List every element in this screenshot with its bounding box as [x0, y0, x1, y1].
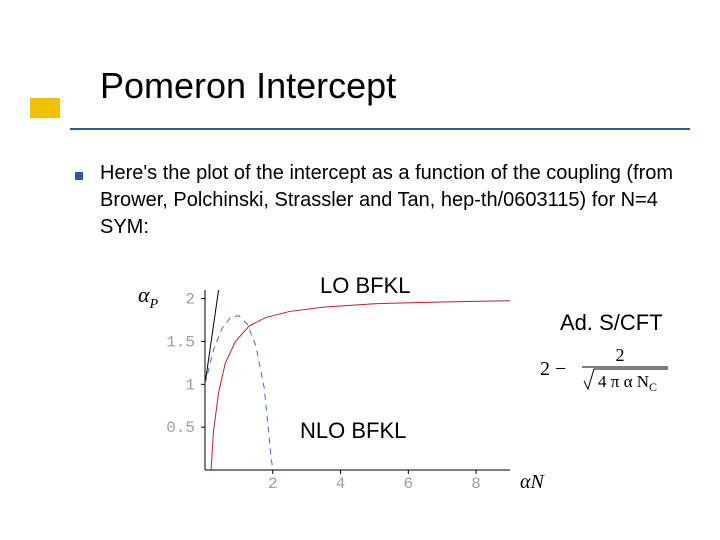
series-ads_cft: [211, 301, 510, 470]
svg-text:8: 8: [471, 475, 481, 493]
body-paragraph: Here's the plot of the intercept as a fu…: [100, 160, 690, 241]
svg-text:0.5: 0.5: [166, 419, 195, 437]
y-axis-symbol: αP: [138, 282, 159, 312]
svg-text:1.5: 1.5: [166, 333, 195, 351]
svg-text:1: 1: [185, 376, 195, 394]
svg-text:2: 2: [185, 291, 195, 309]
slide-title: Pomeron Intercept: [100, 65, 396, 107]
svg-text:6: 6: [404, 475, 414, 493]
label-ads-cft: Ad. S/CFT: [560, 310, 663, 336]
series-lo_bfkl: [205, 290, 219, 384]
bullet-icon: [75, 172, 83, 180]
svg-text:4: 4: [336, 475, 346, 493]
svg-text:2: 2: [268, 475, 278, 493]
header-accent: [30, 98, 60, 128]
header-underline: [70, 128, 690, 130]
pomeron-chart: αP αN 2 4 6 8 0.5 1 1.5 2: [130, 280, 550, 505]
x-axis-symbol: αN: [520, 471, 545, 493]
series-nlo_bfkl: [205, 316, 273, 470]
formula-numer: 2: [616, 345, 625, 365]
header-yellow-box: [30, 98, 60, 118]
formula-ads: 2 − 2 4 π α NC: [540, 345, 700, 395]
formula-denom: 4 π α NC: [598, 372, 657, 394]
